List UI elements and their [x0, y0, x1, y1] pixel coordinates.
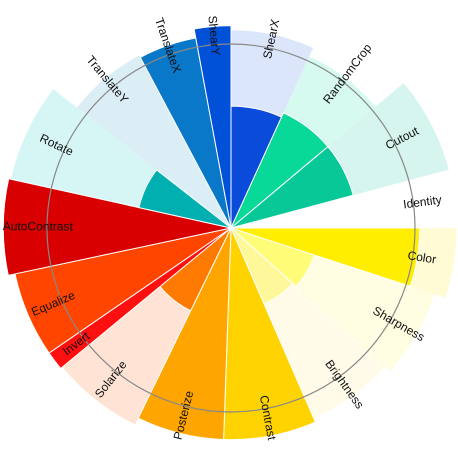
reference-ring — [46, 43, 416, 413]
wedge-autocontrast — [2, 178, 232, 276]
label-color: Color — [407, 248, 438, 266]
value-wedges-layer — [2, 25, 421, 441]
wedge-bg-translatey — [76, 55, 231, 228]
wedge-cutout — [230, 145, 354, 229]
wedge-posterize — [137, 227, 232, 440]
label-sheary: ShearY — [205, 15, 223, 56]
wedge-rotate — [138, 169, 232, 229]
label-autocontrast: AutoContrast — [3, 219, 74, 233]
wedge-color — [230, 227, 421, 287]
wedge-sharpness — [230, 227, 315, 288]
wedge-sheary — [193, 25, 232, 229]
label-identity: Identity — [402, 192, 442, 211]
